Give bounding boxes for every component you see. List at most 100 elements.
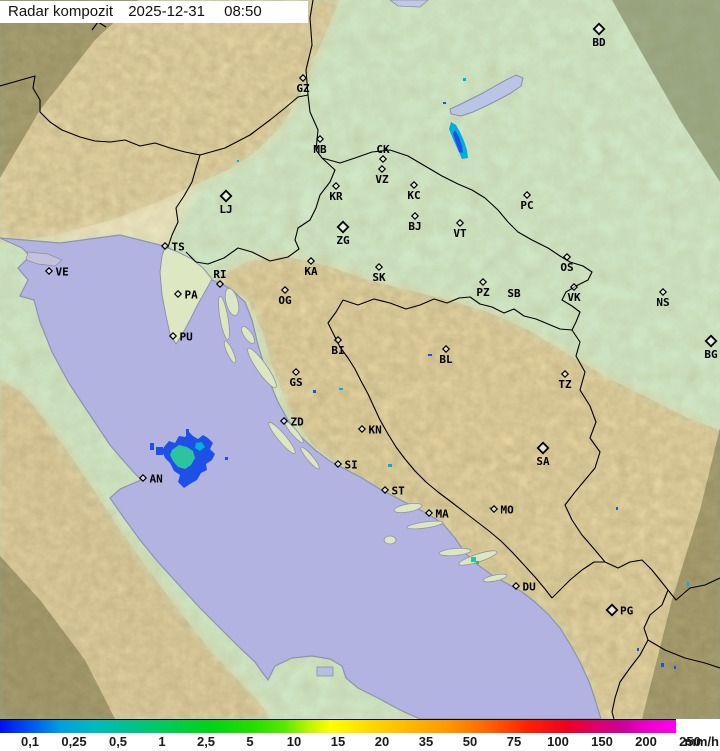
station-diamond-icon [374, 262, 384, 272]
out-of-range-regions [0, 0, 720, 719]
station-label: TS [172, 241, 185, 254]
echo-dot [463, 78, 466, 81]
scale-label: 0,5 [108, 734, 128, 749]
station-label: ST [392, 485, 406, 498]
station-label: RI [213, 268, 226, 281]
station-label: SI [345, 459, 358, 472]
station-label: BL [439, 353, 453, 366]
station-label: SB [507, 287, 521, 300]
station-diamond-icon [511, 581, 521, 591]
station-bg: BG [704, 334, 718, 361]
station-label: ZD [291, 416, 305, 429]
station-ma: MA [424, 508, 449, 521]
station-diamond-icon [306, 256, 316, 266]
station-lj: LJ [219, 189, 233, 216]
station-diamond-icon [522, 190, 532, 200]
radar-site-diamond-icon [605, 603, 619, 617]
station-gz: GZ [296, 73, 310, 95]
station-pa: PA [173, 289, 199, 302]
echo-dot [661, 663, 664, 667]
station-diamond-icon [160, 241, 170, 251]
station-sa: SA [536, 441, 550, 468]
station-diamond-icon [478, 277, 488, 287]
echo-dot [225, 457, 228, 460]
station-kr: KR [329, 181, 343, 203]
echo-main-blob-core [170, 445, 195, 469]
observation-date: 2025-12-31 [128, 3, 205, 20]
station-label: SA [536, 455, 550, 468]
station-diamond-icon [489, 504, 499, 514]
station-vk: VK [567, 282, 581, 304]
scale-bar-row [0, 719, 720, 733]
station-st: ST [380, 485, 406, 498]
scale-label: 150 [591, 734, 613, 749]
echo-dot [476, 561, 479, 564]
scale-label: 1 [158, 734, 166, 749]
station-diamond-icon [441, 344, 451, 354]
station-label: BI [331, 344, 344, 357]
station-diamond-icon [333, 335, 343, 345]
venice-lagoon [25, 251, 63, 267]
lakes [25, 0, 524, 677]
station-diamond-icon [560, 369, 570, 379]
station-diamond-icon [173, 289, 183, 299]
istria-peninsula [159, 246, 213, 345]
scale-label: 2,5 [196, 734, 216, 749]
station-label: SK [372, 271, 386, 284]
title-bar: Radar kompozit 2025-12-31 08:50 [0, 1, 308, 23]
station-vt: VT [453, 218, 467, 240]
lake-balaton [449, 74, 524, 117]
station-label: PC [520, 199, 533, 212]
station-si: SI [333, 459, 358, 472]
scale-label: 75 [506, 734, 522, 749]
station-label: DU [523, 581, 537, 594]
station-label: OG [278, 294, 292, 307]
station-diamond-icon [279, 416, 289, 426]
station-label: KN [369, 424, 382, 437]
station-os: OS [560, 252, 574, 274]
station-diamond-icon [138, 473, 148, 483]
echo-balaton-streak-core [453, 130, 463, 153]
station-mo: MO [489, 504, 514, 517]
station-label: VK [567, 291, 581, 304]
echo-dot [313, 390, 316, 393]
echo-dot [388, 464, 392, 467]
echo-dot [687, 582, 689, 586]
stations-layer: VE TS GZ BD MB CK VZ KR KC PC LJ ZG BJ VT RI PA KA SK OG OS… [44, 22, 718, 618]
station-label: VZ [375, 173, 389, 186]
scale-label: 50 [462, 734, 478, 749]
echo-dot [471, 557, 476, 562]
station-diamond-icon [562, 252, 572, 262]
station-diamond-icon [357, 424, 367, 434]
station-ck: CK [376, 143, 390, 164]
station-diamond-icon [380, 485, 390, 495]
echo-dot [186, 429, 189, 435]
station-tz: TZ [558, 369, 572, 391]
precipitation-scale-bar [0, 719, 676, 733]
radar-map: VE TS GZ BD MB CK VZ KR KC PC LJ ZG BJ VT RI PA KA SK OG OS… [0, 0, 720, 720]
station-diamond-icon [569, 282, 579, 292]
scale-label: 20 [374, 734, 390, 749]
station-diamond-icon [455, 218, 465, 228]
scale-label: 200 [635, 734, 657, 749]
station-label: GS [289, 376, 302, 389]
gargano-lake [316, 666, 334, 677]
scale-labels: 0,1 0,25 0,5 1 2,5 5 10 15 20 35 50 75 100 150 200 250 m… [0, 733, 720, 751]
station-label: BG [704, 348, 718, 361]
station-label: ZG [336, 234, 350, 247]
station-label: AN [150, 473, 163, 486]
station-ka: KA [304, 256, 318, 278]
station-bl: BL [439, 344, 453, 366]
scale-label: 100 [547, 734, 569, 749]
scale-label: 10 [286, 734, 302, 749]
station-label: PA [185, 289, 199, 302]
station-pc: PC [520, 190, 534, 212]
station-ri: RI [213, 268, 227, 289]
echo-dot [637, 648, 639, 651]
country-borders [0, 0, 720, 720]
station-ts: TS [160, 241, 185, 254]
station-label: KC [407, 189, 420, 202]
station-og: OG [278, 285, 292, 307]
scale-label: 250 [679, 734, 701, 749]
